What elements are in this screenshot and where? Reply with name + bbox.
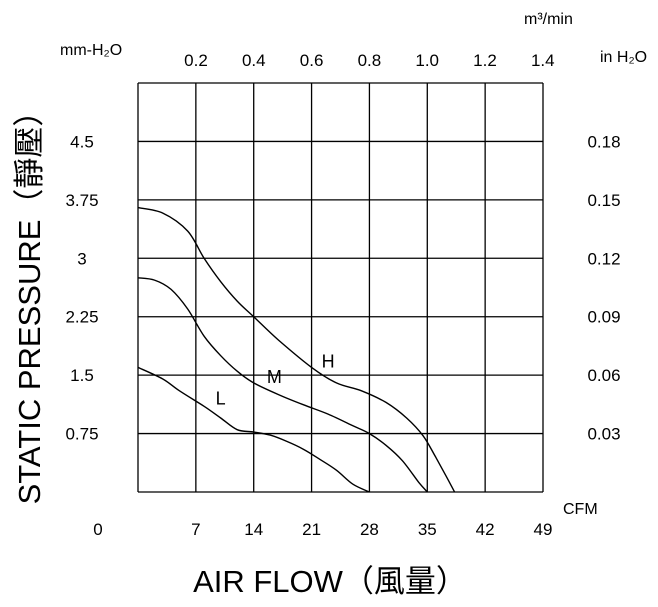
tick-labels: 0 7 14 21 28 35 42 49 0.2 0.4 0.6 0.8 1.0 1.2 1.4 0.75 1… — [65, 51, 620, 539]
y-left-tick-label: 2.25 — [65, 308, 98, 327]
x-top-tick-label: 1.0 — [415, 51, 439, 70]
series-label-h: H — [322, 351, 335, 371]
x-top-tick-label: 0.4 — [242, 51, 266, 70]
x-top-tick-label: 0.2 — [184, 51, 208, 70]
x-tick-label: 49 — [534, 520, 553, 539]
x-axis-title: AIR FLOW（風量） — [193, 564, 467, 600]
curves: H M L — [137, 206, 456, 493]
series-label-l: L — [216, 389, 226, 409]
grid — [137, 82, 544, 493]
x-tick-label: 21 — [302, 520, 321, 539]
y-left-tick-label: 3 — [77, 249, 86, 268]
x-top-tick-label: 0.8 — [358, 51, 382, 70]
x-tick-label: 14 — [244, 520, 263, 539]
curve-l — [137, 366, 370, 493]
y-left-tick-label: 0.75 — [65, 425, 98, 444]
unit-m3-min: m³/min — [524, 11, 573, 28]
y-right-tick-label: 0.06 — [587, 366, 620, 385]
curve-m — [137, 277, 428, 493]
unit-in-h2o: in H₂O — [600, 49, 647, 66]
y-right-tick-label: 0.09 — [587, 308, 620, 327]
unit-mm-h2o: mm-H₂O — [60, 42, 122, 59]
y-right-tick-label: 0.15 — [587, 191, 620, 210]
x-tick-label: 42 — [476, 520, 495, 539]
x-tick-label: 35 — [418, 520, 437, 539]
x-tick-label: 0 — [93, 520, 102, 539]
x-top-tick-label: 1.2 — [473, 51, 497, 70]
y-right-tick-label: 0.18 — [587, 132, 620, 151]
y-axis-title: STATIC PRESSURE（靜壓） — [12, 96, 48, 505]
y-left-tick-label: 1.5 — [70, 366, 94, 385]
x-top-tick-label: 0.6 — [300, 51, 324, 70]
x-tick-label: 7 — [191, 520, 200, 539]
unit-cfm: CFM — [563, 501, 598, 518]
y-left-tick-label: 4.5 — [70, 132, 94, 151]
series-label-m: M — [267, 367, 282, 387]
y-left-tick-label: 3.75 — [65, 191, 98, 210]
curve-h — [137, 206, 456, 493]
x-tick-label: 28 — [360, 520, 379, 539]
y-right-tick-label: 0.12 — [587, 249, 620, 268]
x-top-tick-label: 1.4 — [531, 51, 555, 70]
y-right-tick-label: 0.03 — [587, 425, 620, 444]
